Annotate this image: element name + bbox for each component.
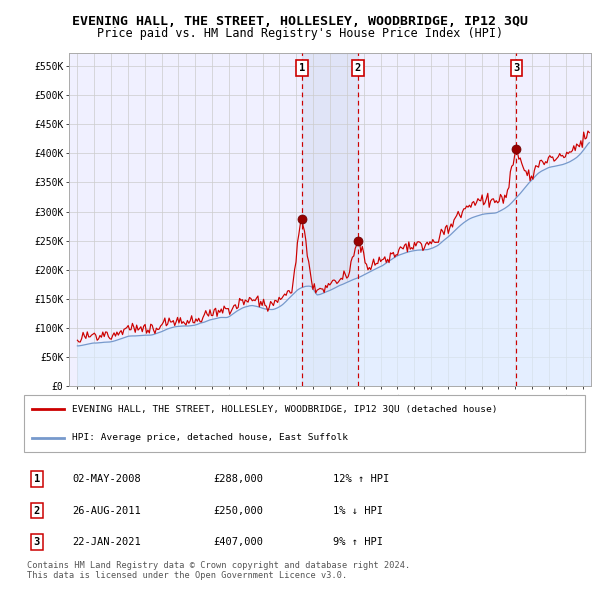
Text: 22-JAN-2021: 22-JAN-2021 <box>72 537 141 548</box>
Text: EVENING HALL, THE STREET, HOLLESLEY, WOODBRIDGE, IP12 3QU (detached house): EVENING HALL, THE STREET, HOLLESLEY, WOO… <box>72 405 497 414</box>
Text: 12% ↑ HPI: 12% ↑ HPI <box>333 474 389 484</box>
Text: 9% ↑ HPI: 9% ↑ HPI <box>333 537 383 548</box>
Text: HPI: Average price, detached house, East Suffolk: HPI: Average price, detached house, East… <box>72 433 348 442</box>
Text: 1: 1 <box>34 474 40 484</box>
Text: Price paid vs. HM Land Registry's House Price Index (HPI): Price paid vs. HM Land Registry's House … <box>97 27 503 40</box>
Text: 3: 3 <box>34 537 40 548</box>
Text: 02-MAY-2008: 02-MAY-2008 <box>72 474 141 484</box>
Bar <box>302 53 358 386</box>
Text: Contains HM Land Registry data © Crown copyright and database right 2024.
This d: Contains HM Land Registry data © Crown c… <box>26 561 410 581</box>
FancyBboxPatch shape <box>24 395 585 452</box>
Text: £288,000: £288,000 <box>214 474 264 484</box>
Text: 1% ↓ HPI: 1% ↓ HPI <box>333 506 383 516</box>
Text: 1: 1 <box>299 63 305 73</box>
Text: £250,000: £250,000 <box>214 506 264 516</box>
Text: £407,000: £407,000 <box>214 537 264 548</box>
Text: EVENING HALL, THE STREET, HOLLESLEY, WOODBRIDGE, IP12 3QU: EVENING HALL, THE STREET, HOLLESLEY, WOO… <box>72 15 528 28</box>
Text: 3: 3 <box>513 63 520 73</box>
Text: 2: 2 <box>355 63 361 73</box>
Text: 2: 2 <box>34 506 40 516</box>
Text: 26-AUG-2011: 26-AUG-2011 <box>72 506 141 516</box>
